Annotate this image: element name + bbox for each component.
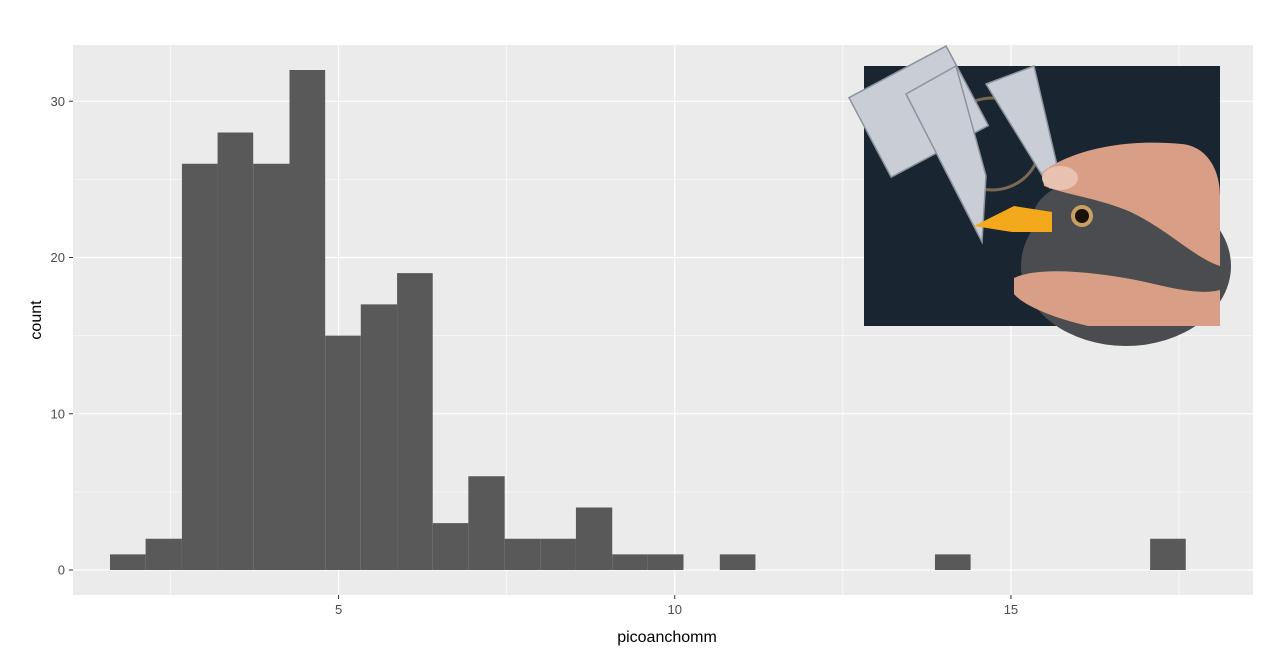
histogram-bar	[612, 554, 648, 570]
y-tick-label: 20	[51, 250, 65, 265]
histogram-bar	[647, 554, 684, 570]
histogram-bar	[217, 132, 254, 570]
histogram-bar	[145, 538, 182, 570]
y-tick-label: 10	[51, 406, 65, 421]
bird-beak	[974, 206, 1052, 232]
histogram-bar	[719, 554, 756, 570]
hand-bottom-fingers	[1014, 271, 1220, 326]
inset-photo	[847, 45, 1231, 346]
histogram-bar	[575, 507, 613, 570]
hand-top-finger	[1042, 142, 1220, 266]
y-tick-label: 0	[58, 563, 65, 578]
y-axis-title: count	[28, 300, 45, 340]
histogram-bar	[540, 538, 576, 570]
histogram-bar	[397, 273, 433, 570]
caliper-upper-jaw	[905, 64, 987, 245]
thumbnail	[1042, 166, 1078, 190]
x-tick-label: 10	[668, 602, 682, 617]
axis-ticks: 5 10 15 0 10 20 30	[51, 94, 1019, 617]
x-axis-title: picoanchomm	[617, 629, 717, 646]
histogram-bar	[360, 304, 398, 570]
bird-eye	[1075, 209, 1089, 223]
histogram-bar	[253, 163, 290, 570]
histogram-bars	[109, 70, 1186, 570]
x-tick-label: 15	[1004, 602, 1018, 617]
histogram-bar	[934, 554, 971, 570]
histogram-bar	[468, 476, 505, 570]
histogram-bar	[109, 554, 146, 570]
histogram-bar	[432, 523, 469, 570]
y-tick-label: 30	[51, 94, 65, 109]
histogram-bar	[504, 538, 541, 570]
histogram-bar	[325, 335, 361, 570]
histogram-bar	[289, 70, 326, 570]
histogram-bar	[181, 163, 218, 570]
histogram-bar	[1150, 538, 1186, 570]
x-tick-label: 5	[335, 602, 342, 617]
